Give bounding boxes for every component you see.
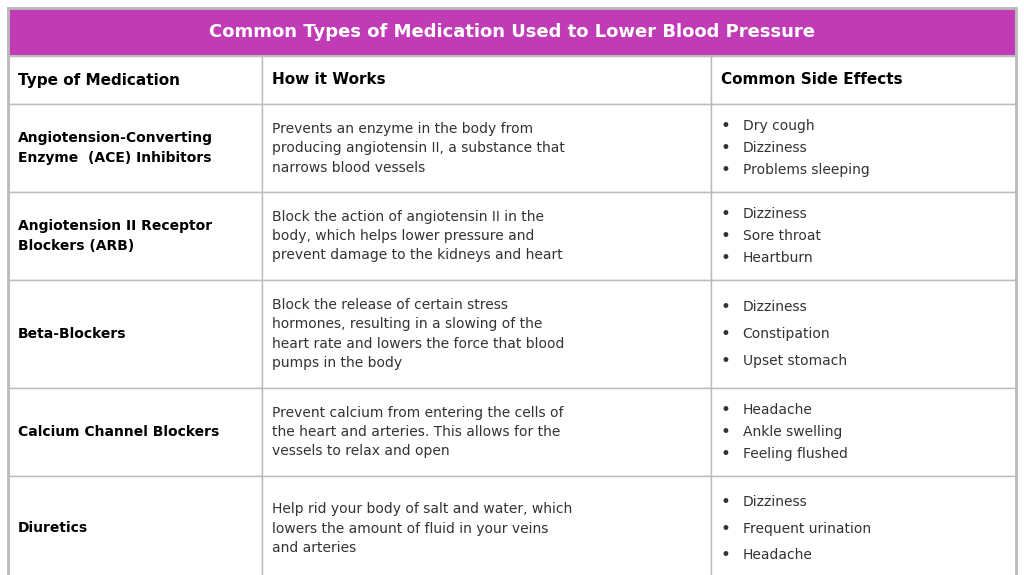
Bar xyxy=(711,388,1016,476)
Text: Problems sleeping: Problems sleeping xyxy=(742,163,869,177)
Text: Prevents an enzyme in the body from
producing angiotensin II, a substance that
n: Prevents an enzyme in the body from prod… xyxy=(272,121,565,174)
Bar xyxy=(8,280,262,388)
Text: Common Types of Medication Used to Lower Blood Pressure: Common Types of Medication Used to Lower… xyxy=(209,23,815,41)
Text: Prevent calcium from entering the cells of
the heart and arteries. This allows f: Prevent calcium from entering the cells … xyxy=(272,405,563,458)
Text: Heartburn: Heartburn xyxy=(742,251,813,265)
Text: Headache: Headache xyxy=(742,403,812,417)
Text: How it Works: How it Works xyxy=(272,72,386,87)
Text: Block the action of angiotensin II in the
body, which helps lower pressure and
p: Block the action of angiotensin II in th… xyxy=(272,209,563,263)
Text: Sore throat: Sore throat xyxy=(742,229,820,243)
Text: Constipation: Constipation xyxy=(742,327,830,341)
Bar xyxy=(262,388,711,476)
Bar xyxy=(711,104,1016,192)
Text: Diuretics: Diuretics xyxy=(18,522,88,535)
Text: •: • xyxy=(721,249,730,267)
Text: Ankle swelling: Ankle swelling xyxy=(742,425,842,439)
Text: •: • xyxy=(721,519,730,538)
Text: Dizziness: Dizziness xyxy=(742,495,807,509)
Text: Angiotension II Receptor
Blockers (ARB): Angiotension II Receptor Blockers (ARB) xyxy=(18,219,212,253)
Bar xyxy=(8,192,262,280)
Text: Dizziness: Dizziness xyxy=(742,300,807,314)
Bar xyxy=(711,476,1016,575)
Bar xyxy=(262,104,711,192)
Text: •: • xyxy=(721,298,730,316)
Bar xyxy=(8,476,262,575)
Text: Dizziness: Dizziness xyxy=(742,141,807,155)
Text: Block the release of certain stress
hormones, resulting in a slowing of the
hear: Block the release of certain stress horm… xyxy=(272,298,564,370)
Text: •: • xyxy=(721,205,730,223)
Bar xyxy=(8,388,262,476)
Text: Type of Medication: Type of Medication xyxy=(18,72,180,87)
Text: •: • xyxy=(721,139,730,157)
Bar xyxy=(8,56,262,104)
Text: Headache: Headache xyxy=(742,548,812,562)
Text: •: • xyxy=(721,493,730,511)
Text: •: • xyxy=(721,445,730,463)
Bar xyxy=(8,104,262,192)
Text: •: • xyxy=(721,227,730,245)
Bar xyxy=(711,56,1016,104)
Text: Upset stomach: Upset stomach xyxy=(742,354,847,368)
Text: Frequent urination: Frequent urination xyxy=(742,522,870,535)
Bar xyxy=(711,280,1016,388)
Text: Dry cough: Dry cough xyxy=(742,119,814,133)
Text: •: • xyxy=(721,352,730,370)
Bar xyxy=(8,8,1016,56)
Bar xyxy=(262,280,711,388)
Bar xyxy=(262,56,711,104)
Text: Angiotension-Converting
Enzyme  (ACE) Inhibitors: Angiotension-Converting Enzyme (ACE) Inh… xyxy=(18,131,213,165)
Text: Dizziness: Dizziness xyxy=(742,207,807,221)
Text: Beta-Blockers: Beta-Blockers xyxy=(18,327,127,341)
Text: •: • xyxy=(721,325,730,343)
Text: Feeling flushed: Feeling flushed xyxy=(742,447,848,461)
Text: •: • xyxy=(721,117,730,135)
Bar xyxy=(262,192,711,280)
Bar xyxy=(262,476,711,575)
Text: Calcium Channel Blockers: Calcium Channel Blockers xyxy=(18,425,219,439)
Text: •: • xyxy=(721,401,730,419)
Bar xyxy=(711,192,1016,280)
Text: Common Side Effects: Common Side Effects xyxy=(721,72,902,87)
Text: •: • xyxy=(721,546,730,564)
Text: •: • xyxy=(721,161,730,179)
Text: •: • xyxy=(721,423,730,441)
Text: Help rid your body of salt and water, which
lowers the amount of fluid in your v: Help rid your body of salt and water, wh… xyxy=(272,502,572,555)
